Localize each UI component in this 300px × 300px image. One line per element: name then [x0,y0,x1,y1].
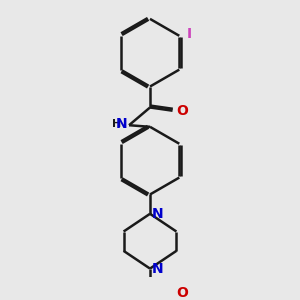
Text: O: O [176,104,188,118]
Text: N: N [116,117,127,130]
Text: H: H [112,118,121,129]
Text: I: I [186,27,191,41]
Text: N: N [152,262,163,276]
Text: O: O [176,286,188,300]
Text: N: N [152,207,163,221]
